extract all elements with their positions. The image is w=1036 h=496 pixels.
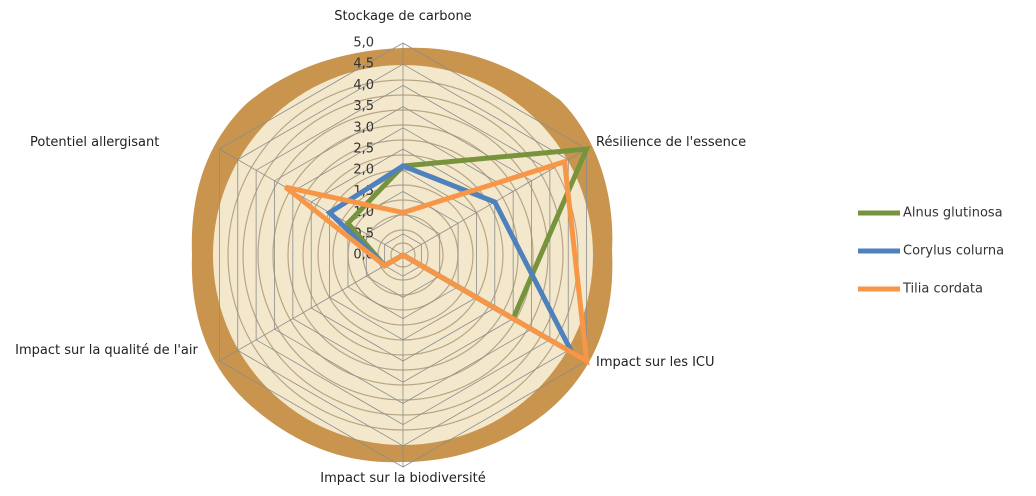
chart-svg: 0,00,51,01,52,02,53,03,54,04,55,0Alnus g… (0, 0, 1036, 496)
tick-label: 2,0 (353, 163, 374, 178)
tick-label: 5,0 (353, 36, 374, 51)
legend-label: Alnus glutinosa (903, 206, 1003, 221)
category-label: Impact sur les ICU (596, 354, 796, 372)
legend-label: Corylus colurna (903, 244, 1004, 259)
tick-label: 4,5 (353, 57, 374, 72)
tick-label: 3,0 (353, 120, 374, 135)
legend-label: Tilia cordata (902, 282, 983, 297)
category-label: Impact sur la biodiversité (308, 470, 498, 488)
tick-label: 2,5 (353, 142, 374, 157)
chart: 0,00,51,01,52,02,53,03,54,04,55,0Alnus g… (0, 0, 1036, 496)
tick-label: 3,5 (353, 99, 374, 114)
category-label: Potentiel allergisant (30, 134, 220, 152)
category-label: Impact sur la qualité de l'air (4, 342, 209, 360)
category-label: Stockage de carbone (308, 8, 498, 26)
tick-label: 4,0 (353, 78, 374, 93)
category-label: Résilience de l'essence (596, 134, 816, 152)
